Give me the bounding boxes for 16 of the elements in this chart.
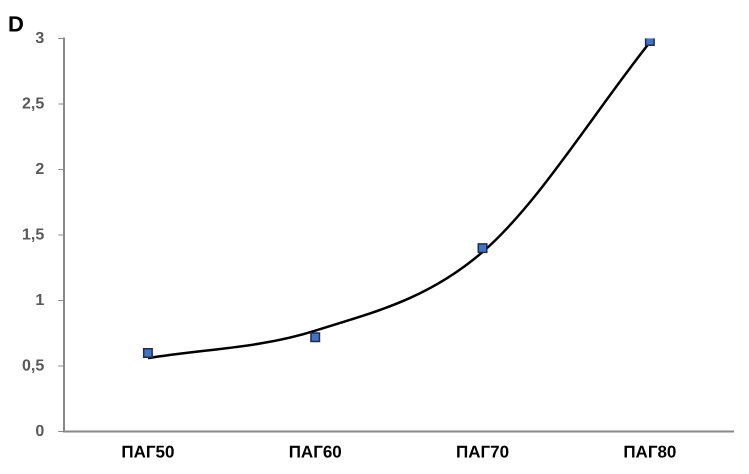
point [478,243,488,254]
y-tick-label: 0,5 [22,357,44,374]
y-tick-label: 1 [35,292,44,309]
point [644,38,655,46]
y-tick-label: 1,5 [22,226,44,244]
point [310,332,320,342]
x-tick-label: ПАГ60 [288,442,342,462]
point [142,348,153,358]
chart-title: D [8,11,24,36]
x-tick-label: ПАГ80 [623,442,676,462]
y-tick-label: 0 [35,423,44,440]
y-tick-label: 2,5 [22,95,44,112]
x-tick-label: ПАГ50 [121,442,174,462]
y-tick-label: 3 [35,30,44,47]
x-tick-label: ПАГ70 [456,442,510,462]
y-tick-label: 2 [35,160,44,178]
